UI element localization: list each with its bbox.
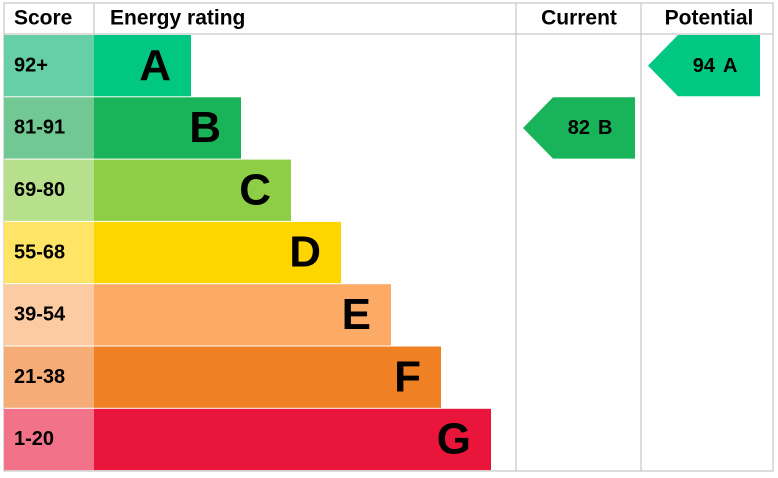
rating-letter: A — [139, 41, 171, 90]
potential-arrow — [648, 35, 760, 97]
current-score: 82 — [568, 117, 590, 139]
rating-bar — [94, 284, 391, 346]
score-cell — [4, 159, 94, 221]
score-cell — [4, 346, 94, 408]
rating-bar — [94, 97, 241, 159]
potential-rating: A — [723, 55, 737, 77]
rating-letter: G — [437, 415, 471, 464]
rating-letter: B — [189, 103, 221, 152]
score-range: 69-80 — [14, 179, 65, 201]
header-current: Current — [541, 7, 617, 30]
score-cell — [4, 221, 94, 284]
score-cell — [4, 35, 94, 97]
rating-bar — [94, 346, 441, 408]
rating-bar — [94, 408, 491, 471]
rating-letter: F — [394, 352, 421, 401]
score-range: 21-38 — [14, 366, 65, 388]
potential-score: 94 — [693, 55, 716, 77]
score-range: 39-54 — [14, 304, 66, 326]
header-potential: Potential — [665, 7, 754, 30]
rating-letter: D — [289, 228, 321, 277]
rating-bar — [94, 159, 291, 221]
score-range: 1-20 — [14, 428, 54, 450]
header-score: Score — [14, 7, 72, 30]
score-range: 92+ — [14, 54, 48, 76]
current-arrow — [523, 97, 635, 159]
header-rating: Energy rating — [110, 7, 245, 30]
score-range: 55-68 — [14, 241, 65, 263]
current-rating: B — [598, 117, 612, 139]
rating-letter: E — [342, 290, 371, 339]
score-cell — [4, 97, 94, 159]
rating-letter: C — [239, 165, 271, 214]
rating-bar — [94, 35, 191, 97]
score-cell — [4, 284, 94, 346]
rating-bar — [94, 221, 341, 284]
score-range: 81-91 — [14, 117, 65, 139]
score-cell — [4, 408, 94, 471]
